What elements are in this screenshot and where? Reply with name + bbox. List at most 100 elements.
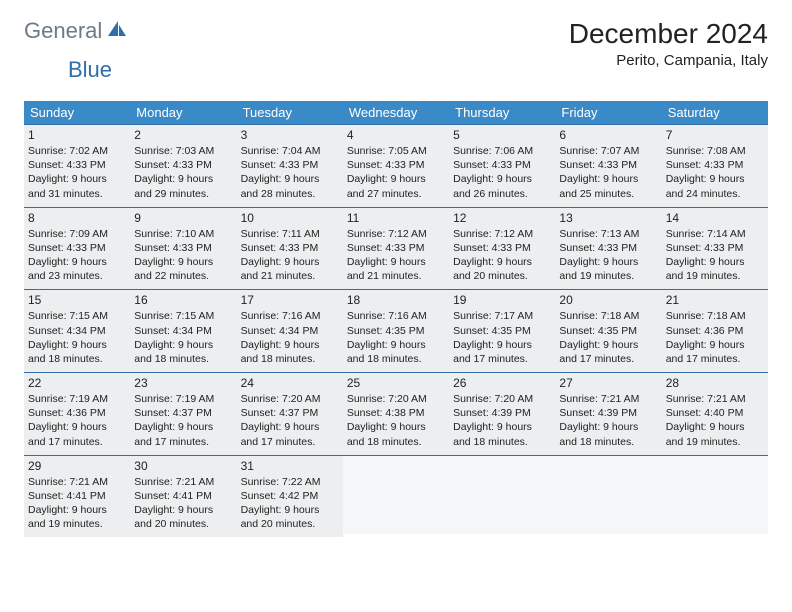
sail-icon bbox=[106, 19, 128, 44]
calendar-cell: 14Sunrise: 7:14 AMSunset: 4:33 PMDayligh… bbox=[662, 207, 768, 290]
day-number: 23 bbox=[134, 376, 232, 390]
daylight-line: Daylight: 9 hours bbox=[28, 172, 126, 186]
daylight-line: and 17 minutes. bbox=[28, 435, 126, 449]
day-number: 31 bbox=[241, 459, 339, 473]
sunrise-line: Sunrise: 7:16 AM bbox=[347, 309, 445, 323]
calendar-cell: 30Sunrise: 7:21 AMSunset: 4:41 PMDayligh… bbox=[130, 455, 236, 537]
sunrise-line: Sunrise: 7:12 AM bbox=[453, 227, 551, 241]
sunrise-line: Sunrise: 7:13 AM bbox=[559, 227, 657, 241]
daylight-line: and 29 minutes. bbox=[134, 187, 232, 201]
sunset-line: Sunset: 4:33 PM bbox=[453, 241, 551, 255]
sunrise-line: Sunrise: 7:18 AM bbox=[666, 309, 764, 323]
sunset-line: Sunset: 4:33 PM bbox=[559, 158, 657, 172]
sunset-line: Sunset: 4:34 PM bbox=[241, 324, 339, 338]
sunrise-line: Sunrise: 7:02 AM bbox=[28, 144, 126, 158]
sunset-line: Sunset: 4:33 PM bbox=[347, 158, 445, 172]
day-number: 21 bbox=[666, 293, 764, 307]
calendar-cell: 12Sunrise: 7:12 AMSunset: 4:33 PMDayligh… bbox=[449, 207, 555, 290]
sunset-line: Sunset: 4:34 PM bbox=[134, 324, 232, 338]
calendar-cell bbox=[343, 455, 449, 537]
calendar-cell bbox=[662, 455, 768, 537]
calendar-cell: 18Sunrise: 7:16 AMSunset: 4:35 PMDayligh… bbox=[343, 290, 449, 373]
daylight-line: and 31 minutes. bbox=[28, 187, 126, 201]
daylight-line: Daylight: 9 hours bbox=[453, 255, 551, 269]
daylight-line: and 18 minutes. bbox=[28, 352, 126, 366]
day-number: 28 bbox=[666, 376, 764, 390]
day-number: 20 bbox=[559, 293, 657, 307]
day-number: 8 bbox=[28, 211, 126, 225]
day-number: 3 bbox=[241, 128, 339, 142]
daylight-line: Daylight: 9 hours bbox=[241, 172, 339, 186]
daylight-line: Daylight: 9 hours bbox=[453, 172, 551, 186]
day-number: 25 bbox=[347, 376, 445, 390]
calendar-cell: 8Sunrise: 7:09 AMSunset: 4:33 PMDaylight… bbox=[24, 207, 130, 290]
calendar-cell: 7Sunrise: 7:08 AMSunset: 4:33 PMDaylight… bbox=[662, 125, 768, 208]
calendar-row: 15Sunrise: 7:15 AMSunset: 4:34 PMDayligh… bbox=[24, 290, 768, 373]
calendar-row: 1Sunrise: 7:02 AMSunset: 4:33 PMDaylight… bbox=[24, 125, 768, 208]
daylight-line: and 17 minutes. bbox=[453, 352, 551, 366]
sunrise-line: Sunrise: 7:21 AM bbox=[28, 475, 126, 489]
calendar-cell: 17Sunrise: 7:16 AMSunset: 4:34 PMDayligh… bbox=[237, 290, 343, 373]
sunrise-line: Sunrise: 7:03 AM bbox=[134, 144, 232, 158]
sunset-line: Sunset: 4:33 PM bbox=[347, 241, 445, 255]
logo-text-blue: Blue bbox=[68, 57, 112, 82]
daylight-line: Daylight: 9 hours bbox=[559, 420, 657, 434]
calendar-cell: 27Sunrise: 7:21 AMSunset: 4:39 PMDayligh… bbox=[555, 373, 661, 456]
day-number: 9 bbox=[134, 211, 232, 225]
calendar-cell: 9Sunrise: 7:10 AMSunset: 4:33 PMDaylight… bbox=[130, 207, 236, 290]
location: Perito, Campania, Italy bbox=[569, 52, 768, 69]
sunrise-line: Sunrise: 7:20 AM bbox=[453, 392, 551, 406]
daylight-line: Daylight: 9 hours bbox=[241, 503, 339, 517]
daylight-line: and 19 minutes. bbox=[28, 517, 126, 531]
sunrise-line: Sunrise: 7:19 AM bbox=[134, 392, 232, 406]
day-number: 30 bbox=[134, 459, 232, 473]
calendar-row: 29Sunrise: 7:21 AMSunset: 4:41 PMDayligh… bbox=[24, 455, 768, 537]
sunset-line: Sunset: 4:35 PM bbox=[347, 324, 445, 338]
day-number: 7 bbox=[666, 128, 764, 142]
daylight-line: Daylight: 9 hours bbox=[28, 255, 126, 269]
calendar-row: 22Sunrise: 7:19 AMSunset: 4:36 PMDayligh… bbox=[24, 373, 768, 456]
daylight-line: and 23 minutes. bbox=[28, 269, 126, 283]
daylight-line: and 18 minutes. bbox=[347, 435, 445, 449]
daylight-line: Daylight: 9 hours bbox=[134, 172, 232, 186]
sunset-line: Sunset: 4:34 PM bbox=[28, 324, 126, 338]
day-number: 15 bbox=[28, 293, 126, 307]
daylight-line: Daylight: 9 hours bbox=[347, 255, 445, 269]
calendar-cell: 23Sunrise: 7:19 AMSunset: 4:37 PMDayligh… bbox=[130, 373, 236, 456]
daylight-line: and 20 minutes. bbox=[134, 517, 232, 531]
day-number: 19 bbox=[453, 293, 551, 307]
sunset-line: Sunset: 4:33 PM bbox=[666, 158, 764, 172]
calendar-cell: 19Sunrise: 7:17 AMSunset: 4:35 PMDayligh… bbox=[449, 290, 555, 373]
daylight-line: and 21 minutes. bbox=[241, 269, 339, 283]
calendar-cell: 2Sunrise: 7:03 AMSunset: 4:33 PMDaylight… bbox=[130, 125, 236, 208]
daylight-line: Daylight: 9 hours bbox=[453, 420, 551, 434]
daylight-line: and 22 minutes. bbox=[134, 269, 232, 283]
day-number: 29 bbox=[28, 459, 126, 473]
col-tuesday: Tuesday bbox=[237, 101, 343, 125]
day-number: 16 bbox=[134, 293, 232, 307]
day-number: 2 bbox=[134, 128, 232, 142]
sunrise-line: Sunrise: 7:21 AM bbox=[134, 475, 232, 489]
calendar-cell: 26Sunrise: 7:20 AMSunset: 4:39 PMDayligh… bbox=[449, 373, 555, 456]
day-number: 18 bbox=[347, 293, 445, 307]
day-number: 4 bbox=[347, 128, 445, 142]
sunset-line: Sunset: 4:35 PM bbox=[559, 324, 657, 338]
sunrise-line: Sunrise: 7:14 AM bbox=[666, 227, 764, 241]
day-number: 11 bbox=[347, 211, 445, 225]
calendar-cell: 4Sunrise: 7:05 AMSunset: 4:33 PMDaylight… bbox=[343, 125, 449, 208]
daylight-line: and 28 minutes. bbox=[241, 187, 339, 201]
sunset-line: Sunset: 4:33 PM bbox=[28, 241, 126, 255]
calendar-cell: 29Sunrise: 7:21 AMSunset: 4:41 PMDayligh… bbox=[24, 455, 130, 537]
sunrise-line: Sunrise: 7:04 AM bbox=[241, 144, 339, 158]
calendar-cell: 21Sunrise: 7:18 AMSunset: 4:36 PMDayligh… bbox=[662, 290, 768, 373]
sunset-line: Sunset: 4:39 PM bbox=[559, 406, 657, 420]
daylight-line: and 19 minutes. bbox=[666, 269, 764, 283]
daylight-line: and 24 minutes. bbox=[666, 187, 764, 201]
sunrise-line: Sunrise: 7:18 AM bbox=[559, 309, 657, 323]
sunset-line: Sunset: 4:41 PM bbox=[134, 489, 232, 503]
day-number: 10 bbox=[241, 211, 339, 225]
calendar-cell: 15Sunrise: 7:15 AMSunset: 4:34 PMDayligh… bbox=[24, 290, 130, 373]
sunrise-line: Sunrise: 7:12 AM bbox=[347, 227, 445, 241]
daylight-line: and 19 minutes. bbox=[666, 435, 764, 449]
sunset-line: Sunset: 4:33 PM bbox=[453, 158, 551, 172]
